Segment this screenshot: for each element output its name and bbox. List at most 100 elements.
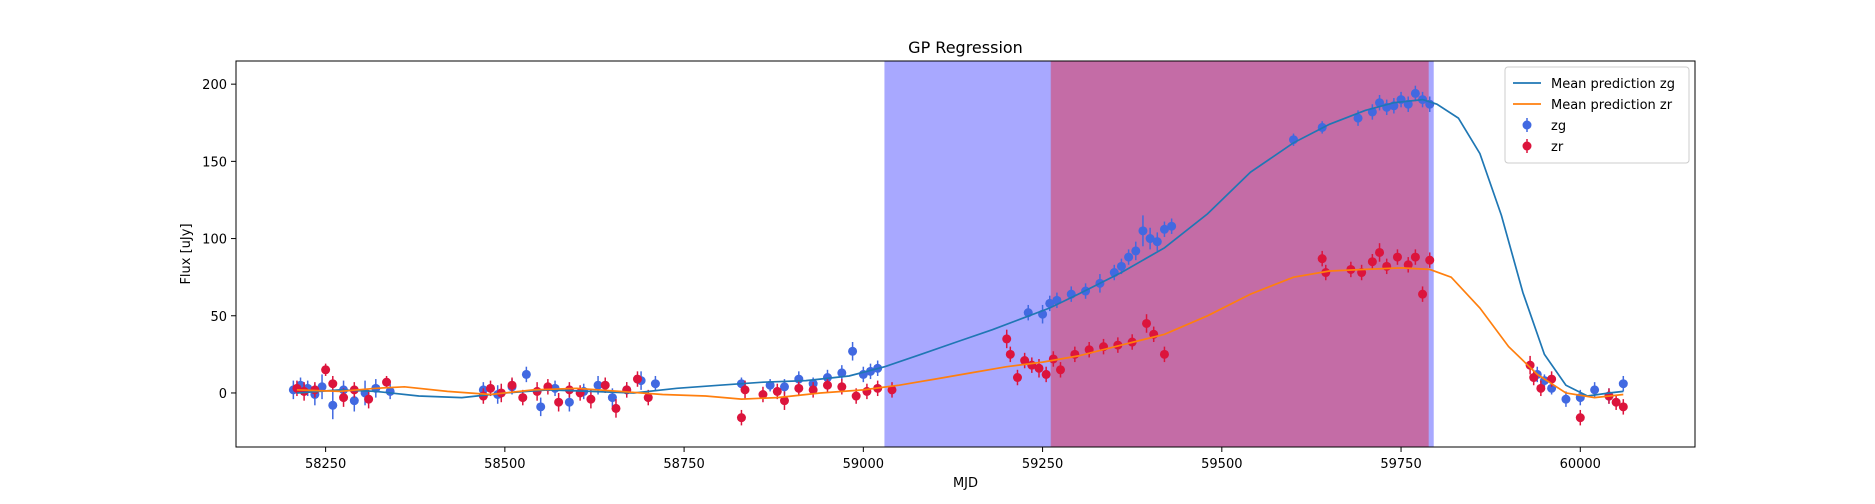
x-axis-ticks: 58250 58500 58750 59000 59250 59500 59750 60000 (305, 447, 1601, 472)
data-point-zr (600, 380, 610, 390)
data-point-zg (837, 368, 847, 378)
data-point-zr (772, 386, 782, 396)
data-point-zr (1575, 413, 1585, 423)
series-layer (288, 85, 1628, 426)
data-point-zg (848, 346, 858, 356)
data-point-zr (1142, 318, 1152, 328)
data-point-zg (1152, 237, 1162, 247)
line-mean-prediction-zr (296, 267, 1624, 400)
chart-title: GP Regression (908, 38, 1023, 57)
data-point-zr (1055, 365, 1065, 375)
legend-label-mean-prediction-zr: Mean prediction zr (1551, 98, 1673, 113)
data-point-zr (822, 380, 832, 390)
data-point-zg (1145, 234, 1155, 244)
data-point-zr (1611, 397, 1621, 407)
data-point-zg (1159, 224, 1169, 234)
data-point-zg (1138, 226, 1148, 236)
data-point-zg (1353, 113, 1363, 123)
x-axis-label: MJD (953, 476, 978, 491)
data-point-zr (1392, 252, 1402, 262)
data-point-zr (779, 396, 789, 406)
data-point-zr (740, 385, 750, 395)
data-point-zg (765, 380, 775, 390)
data-point-zr (1012, 373, 1022, 383)
legend-marker-zg (1522, 120, 1532, 130)
data-point-zr (518, 393, 528, 403)
shaded-band-2 (1050, 60, 1429, 448)
line-mean-prediction-zg (296, 98, 1624, 399)
data-point-zr (339, 393, 349, 403)
data-point-zr (1418, 289, 1428, 299)
data-point-zr (1375, 247, 1385, 257)
data-point-zr (1525, 360, 1535, 370)
data-point-zr (382, 377, 392, 387)
data-point-zr (1034, 363, 1044, 373)
data-point-zr (851, 391, 861, 401)
x-tick-label: 58250 (305, 457, 346, 472)
data-point-zg (564, 397, 574, 407)
data-point-zg (1045, 298, 1055, 308)
data-point-zr (575, 388, 585, 398)
data-point-zr (328, 379, 338, 389)
data-point-zr (1321, 268, 1331, 278)
data-point-zr (1618, 402, 1628, 412)
x-tick-label: 58500 (484, 457, 525, 472)
data-point-zr (887, 385, 897, 395)
data-point-zr (507, 380, 517, 390)
data-point-zr (1382, 261, 1392, 271)
y-tick-label: 0 (219, 387, 227, 402)
data-point-zr (808, 385, 818, 395)
x-tick-label: 59250 (1022, 457, 1063, 472)
data-point-zr (1403, 260, 1413, 270)
data-point-zr (1425, 255, 1435, 265)
data-point-zg (593, 380, 603, 390)
data-point-zg (1167, 221, 1177, 231)
data-point-zg (650, 379, 660, 389)
data-point-zg (1124, 252, 1134, 262)
data-point-zg (317, 382, 327, 392)
data-point-zg (1131, 246, 1141, 256)
data-point-zg (1116, 261, 1126, 271)
data-point-zr (632, 374, 642, 384)
data-point-zg (1410, 88, 1420, 98)
data-point-zg (607, 393, 617, 403)
data-point-zr (1317, 254, 1327, 264)
data-point-zr (486, 383, 496, 393)
data-point-zg (349, 396, 359, 406)
data-point-zr (837, 382, 847, 392)
y-tick-label: 200 (202, 78, 227, 93)
data-point-zr (1002, 334, 1012, 344)
data-point-zr (643, 393, 653, 403)
data-point-zg (521, 369, 531, 379)
legend-label-mean-prediction-zg: Mean prediction zg (1551, 77, 1675, 92)
data-point-zr (736, 413, 746, 423)
shaded-bands (884, 60, 1434, 448)
y-tick-label: 150 (202, 155, 227, 170)
legend-label-zg: zg (1551, 119, 1566, 134)
data-point-zr (1020, 356, 1030, 366)
data-point-zr (321, 365, 331, 375)
data-point-zr (1410, 252, 1420, 262)
data-point-zr (794, 383, 804, 393)
data-point-zr (299, 386, 309, 396)
data-point-zg (536, 402, 546, 412)
y-tick-label: 50 (210, 310, 227, 325)
x-tick-label: 58750 (663, 457, 704, 472)
data-point-zr (1159, 349, 1169, 359)
y-axis-ticks: 0 50 100 150 200 (202, 78, 236, 402)
data-point-zr (1367, 257, 1377, 267)
data-point-zr (1041, 369, 1051, 379)
legend-marker-zr (1522, 141, 1532, 151)
y-axis-label: Flux [uJy] (179, 223, 194, 284)
data-point-zg (779, 382, 789, 392)
data-point-zg (1590, 385, 1600, 395)
plot-frame (235, 60, 1696, 448)
y-tick-label: 100 (202, 233, 227, 248)
legend: Mean prediction zg Mean prediction zr zg zr (1504, 66, 1690, 164)
data-point-zr (611, 403, 621, 413)
data-point-zr (364, 394, 374, 404)
x-tick-label: 59000 (843, 457, 884, 472)
data-point-zg (1618, 379, 1628, 389)
